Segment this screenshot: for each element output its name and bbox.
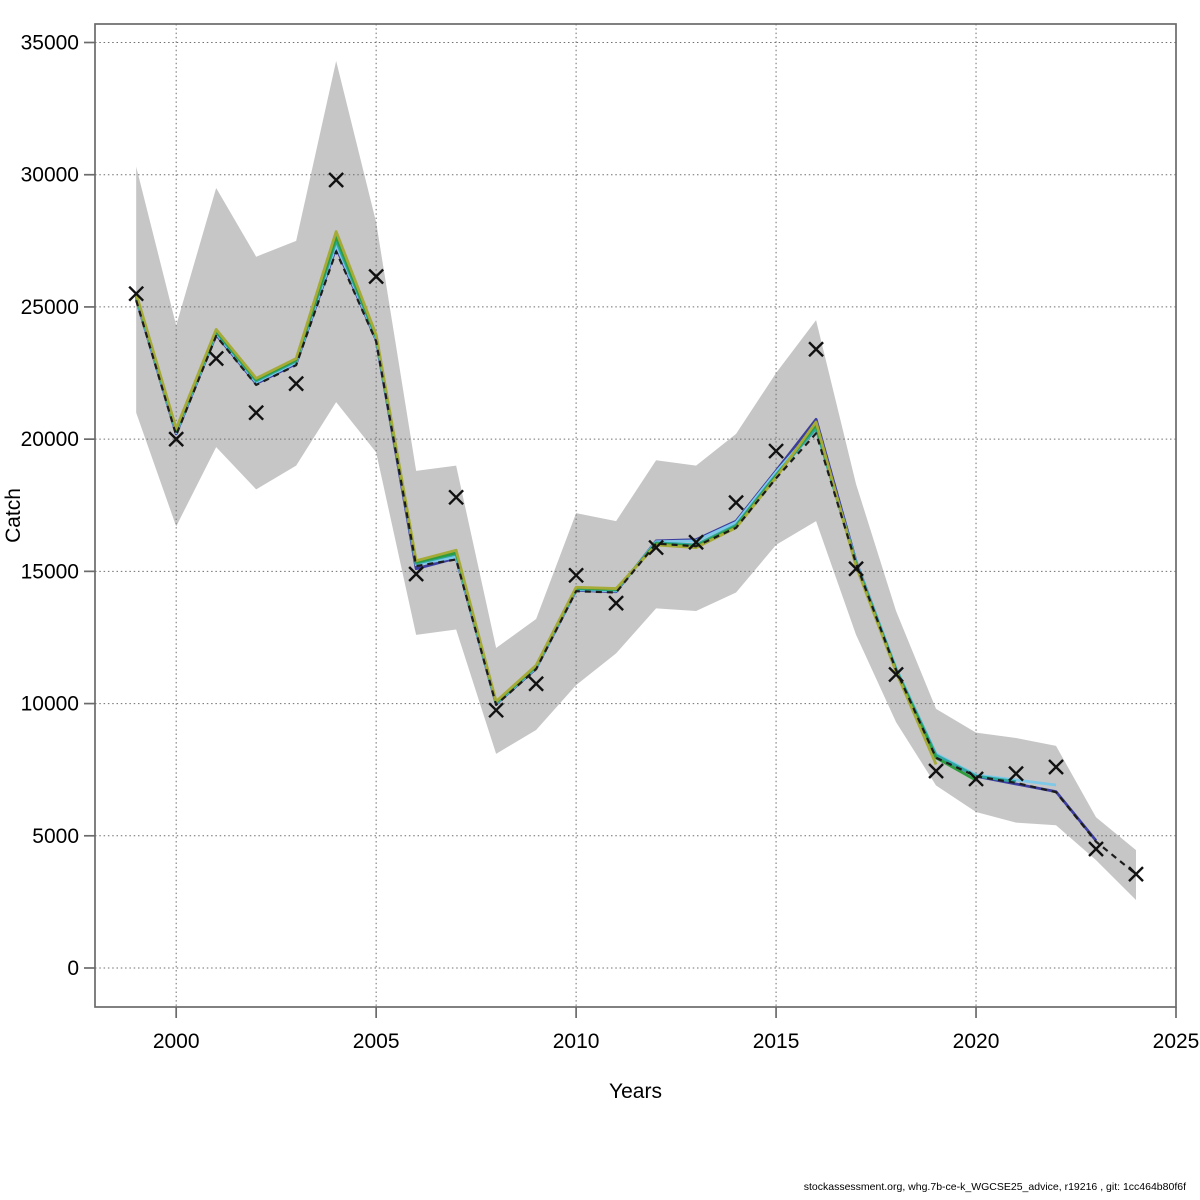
catch-marker-2017 bbox=[848, 560, 864, 577]
catch-marker-2001 bbox=[208, 350, 225, 367]
y-axis-title: Catch bbox=[2, 488, 25, 543]
x-axis-title: Years bbox=[609, 1080, 662, 1103]
catch-marker-2003 bbox=[288, 375, 305, 392]
fitted-lines bbox=[134, 230, 1137, 875]
catch-marker-2022 bbox=[1048, 759, 1064, 775]
catch-marker-2016 bbox=[808, 341, 824, 358]
catch-marker-2020 bbox=[968, 771, 984, 787]
catch-marker-2005 bbox=[368, 268, 384, 285]
catch-marker-2012 bbox=[648, 539, 664, 556]
catch-marker-2024 bbox=[1128, 866, 1144, 882]
x-tick-label-2025: 2025 bbox=[1153, 1030, 1200, 1053]
x-tick-label-2005: 2005 bbox=[353, 1030, 400, 1053]
catch-marker-1999 bbox=[128, 285, 145, 302]
footer-caption: stockassessment.org, whg.7b-ce-k_WGCSE25… bbox=[803, 1181, 1186, 1193]
catch-marker-2002 bbox=[248, 404, 265, 421]
y-tick-label-25000: 25000 bbox=[21, 296, 79, 319]
x-tick-label-2020: 2020 bbox=[953, 1030, 1000, 1053]
catch-marker-2018 bbox=[888, 666, 904, 683]
catch-marker-2015 bbox=[768, 443, 784, 459]
x-tick-label-2000: 2000 bbox=[153, 1030, 200, 1053]
catch-marker-2000 bbox=[168, 431, 185, 447]
x-tick-label-2015: 2015 bbox=[753, 1030, 800, 1053]
catch-marker-2021 bbox=[1008, 765, 1024, 782]
y-tick-label-30000: 30000 bbox=[21, 164, 79, 187]
catch-marker-2010 bbox=[568, 567, 584, 584]
x-tick-label-2010: 2010 bbox=[553, 1030, 600, 1053]
y-tick-label-35000: 35000 bbox=[21, 32, 79, 55]
catch-marker-2014 bbox=[728, 494, 744, 511]
y-tick-label-10000: 10000 bbox=[21, 693, 79, 716]
axes: 2000 2005 2010 2015 2020 2025 0 5000 10000 15000 2… bbox=[21, 32, 1200, 1053]
catch-marker-2006 bbox=[408, 566, 424, 582]
catch-marker-2009 bbox=[528, 675, 544, 692]
y-tick-label-20000: 20000 bbox=[21, 428, 79, 451]
y-tick-label-0: 0 bbox=[67, 957, 79, 980]
confidence-band bbox=[136, 61, 1137, 901]
catch-marker-2011 bbox=[608, 595, 624, 611]
plot-border bbox=[94, 23, 1177, 1008]
y-tick-label-15000: 15000 bbox=[21, 560, 79, 583]
line-retro-peel-5-2019 bbox=[134, 230, 938, 765]
catch-marker-2023 bbox=[1088, 841, 1104, 857]
catch-marker-2013 bbox=[688, 534, 704, 551]
catch-marker-2019 bbox=[928, 763, 944, 779]
catch-marker-2007 bbox=[448, 489, 464, 506]
catch-marker-2008 bbox=[488, 702, 504, 719]
y-tick-label-5000: 5000 bbox=[32, 825, 79, 848]
catch-marker-2004 bbox=[328, 172, 345, 188]
observed-catch-markers bbox=[128, 172, 1144, 882]
